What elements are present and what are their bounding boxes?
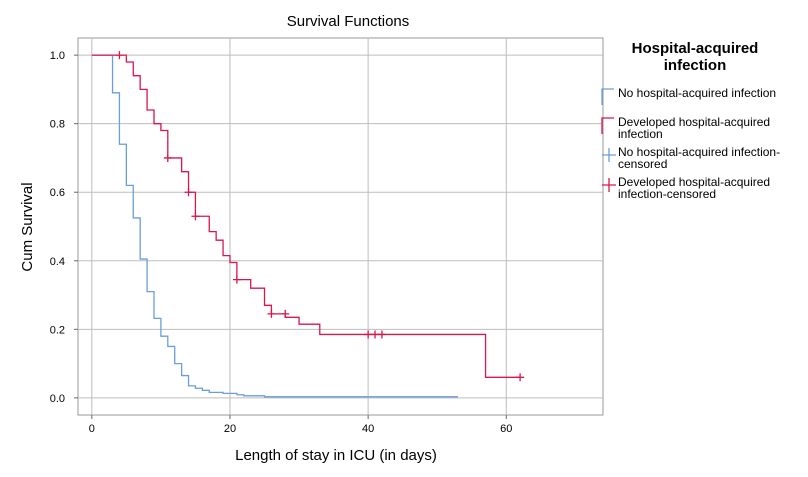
censor-marker-2 [232,275,241,284]
y-axis-ticks: 0.0 0.2 0.4 0.6 0.8 1.0 [50,50,78,405]
plot-frame [77,37,604,416]
legend-label: No hospital-acquired infection [618,86,777,100]
censor-marker-2 [163,153,172,162]
legend-label: Developed hospital-acquired infection [618,115,771,141]
y-tick-label: 1.0 [50,50,65,62]
y-axis-title: Cum Survival [19,182,36,271]
legend-item: No hospital-acquired infection-censored [600,143,808,170]
x-tick-label: 40 [362,423,374,435]
censor-marker-2 [191,212,200,221]
censor-layer [115,51,525,382]
legend: Hospital-acquired infection No hospital-… [600,40,808,203]
legend-items: No hospital-acquired infection Developed … [600,84,808,200]
y-tick-label: 0.4 [50,256,65,268]
legend-item: Developed hospital-acquired infection [600,113,808,140]
y-tick-label: 0.2 [50,324,65,336]
censor-marker-2 [115,51,124,60]
x-tick-label: 20 [224,423,236,435]
chart-title: Survival Functions [287,13,410,30]
censor-marker-2 [267,309,276,318]
legend-step-swatch [601,117,614,134]
y-tick-label: 0.6 [50,187,65,199]
legend-title: Hospital-acquired infection [631,40,759,74]
censor-marker-2 [281,309,290,318]
x-tick-label: 60 [500,423,512,435]
censor-marker-2 [371,330,380,339]
survival-step-line-1 [91,54,458,398]
legend-censor-swatch [602,148,616,162]
censor-marker-2 [184,188,193,197]
legend-label: Developed hospital-acquired infection-ce… [618,175,771,201]
grid-lines [78,38,603,415]
legend-label: No hospital-acquired infection-censored [618,145,781,171]
x-axis-ticks: 0 20 40 60 [89,415,512,435]
censor-marker-2 [364,330,373,339]
legend-item: Developed hospital-acquired infection-ce… [600,173,808,200]
legend-item: No hospital-acquired infection [600,84,808,110]
y-tick-label: 0.0 [50,393,65,405]
y-tick-label: 0.8 [50,119,65,131]
legend-censor-swatch [602,178,616,192]
legend-step-swatch [601,88,614,105]
plot-area [77,37,604,416]
x-tick-label: 0 [89,423,95,435]
x-axis-title: Length of stay in ICU (in days) [235,447,437,464]
censor-marker-2 [377,330,386,339]
censor-marker-2 [516,373,525,382]
